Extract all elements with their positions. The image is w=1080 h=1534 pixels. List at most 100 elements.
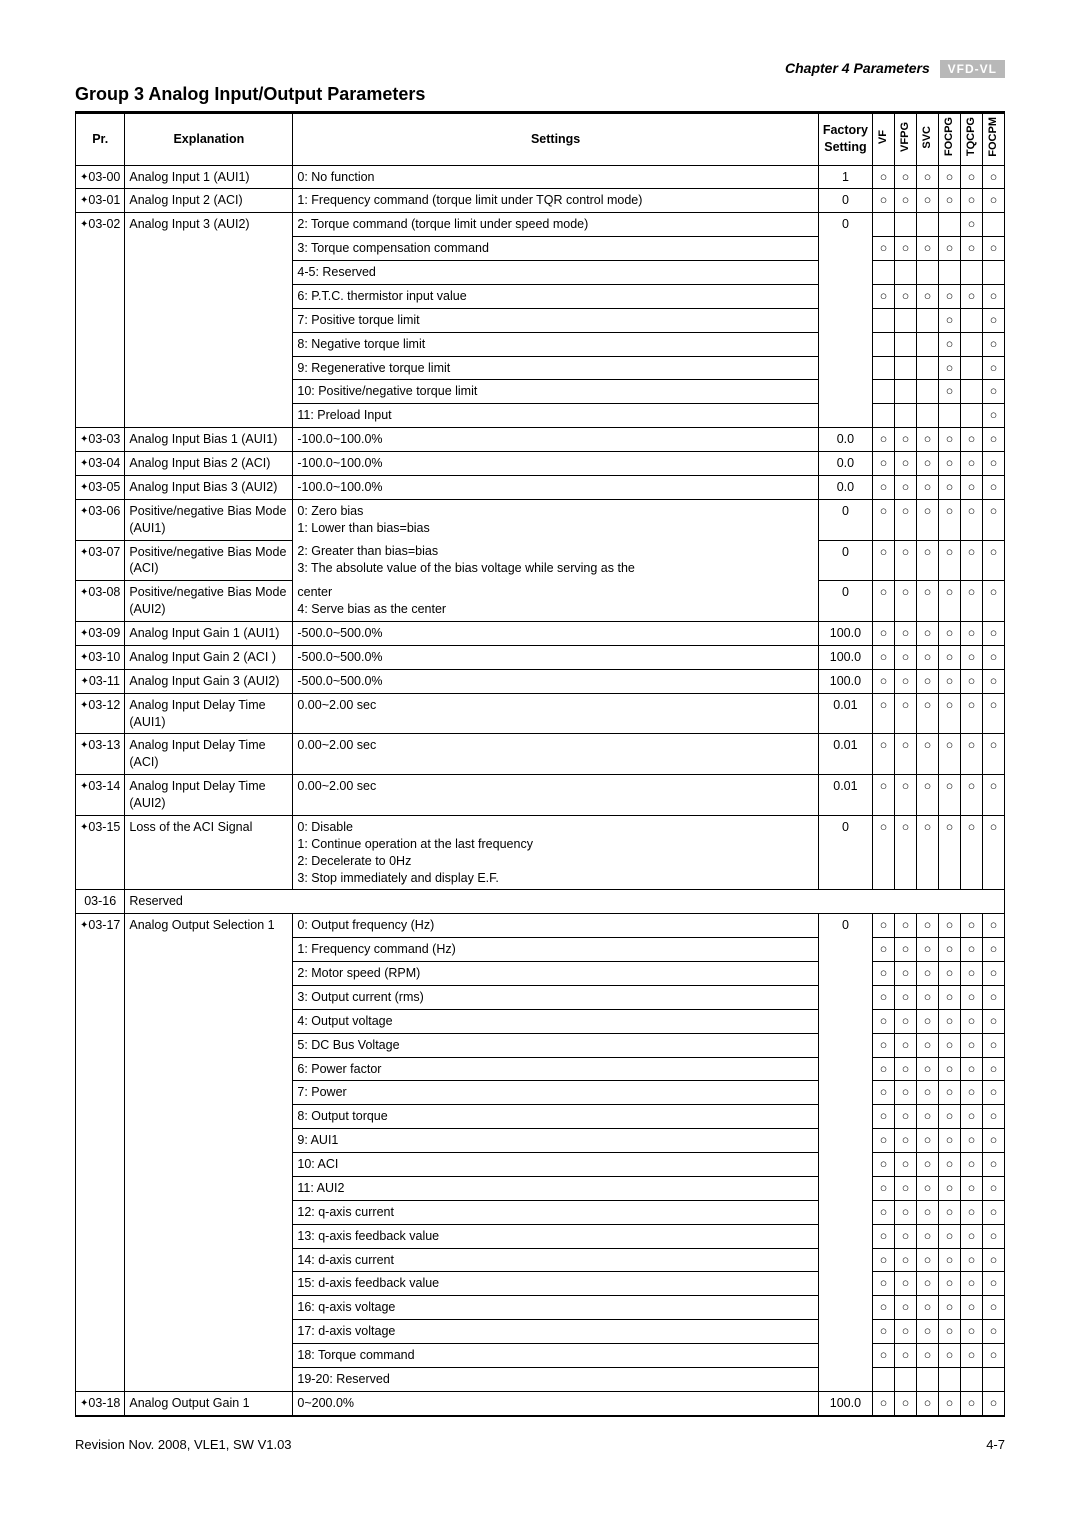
- mode-cell: ○: [895, 1391, 917, 1415]
- chapter-label: Chapter 4 Parameters: [785, 60, 930, 76]
- mode-cell: ○: [939, 499, 961, 540]
- pr-cell: ✦03-00: [76, 165, 125, 189]
- mode-cell: ○: [873, 1248, 895, 1272]
- settings-cell: 10: Positive/negative torque limit: [293, 380, 818, 404]
- mode-cell: ○: [917, 914, 939, 938]
- header-mode-vf: VF: [873, 113, 895, 166]
- mode-cell: ○: [917, 452, 939, 476]
- mode-cell: ○: [873, 581, 895, 622]
- mode-cell: ○: [983, 1200, 1005, 1224]
- mode-cell: ○: [983, 914, 1005, 938]
- mode-cell: ○: [873, 1009, 895, 1033]
- mode-cell: ○: [961, 428, 983, 452]
- pr-cell: ✦03-02: [76, 213, 125, 237]
- mode-cell: ○: [983, 1105, 1005, 1129]
- table-row: 9: AUI1○○○○○○: [76, 1129, 1005, 1153]
- mode-cell: [961, 1367, 983, 1391]
- mode-cell: ○: [939, 165, 961, 189]
- mode-cell: ○: [961, 1272, 983, 1296]
- mode-cell: ○: [895, 914, 917, 938]
- explanation-cell: Analog Output Gain 1: [125, 1391, 293, 1415]
- mode-cell: ○: [895, 1344, 917, 1368]
- mode-cell: ○: [939, 1320, 961, 1344]
- mode-cell: ○: [873, 499, 895, 540]
- mode-cell: ○: [961, 622, 983, 646]
- mode-cell: ○: [983, 1224, 1005, 1248]
- mode-cell: ○: [961, 1344, 983, 1368]
- mode-cell: ○: [917, 499, 939, 540]
- star-icon: ✦: [80, 919, 88, 933]
- mode-cell: ○: [895, 985, 917, 1009]
- settings-cell: 0.00~2.00 sec: [293, 775, 818, 816]
- mode-cell: ○: [983, 189, 1005, 213]
- mode-cell: ○: [873, 1105, 895, 1129]
- pr-cell-cont: [76, 284, 125, 308]
- pr-cell-cont: [76, 938, 125, 962]
- factory-cell: 0.01: [818, 734, 872, 775]
- mode-cell: ○: [873, 284, 895, 308]
- factory-cell-cont: [818, 261, 872, 285]
- table-row: 7: Positive torque limit○○: [76, 308, 1005, 332]
- table-row: 1: Frequency command (Hz)○○○○○○: [76, 938, 1005, 962]
- pr-cell: ✦03-14: [76, 775, 125, 816]
- header-settings: Settings: [293, 113, 818, 166]
- header-pr: Pr.: [76, 113, 125, 166]
- table-row: 2: Motor speed (RPM)○○○○○○: [76, 962, 1005, 986]
- star-icon: ✦: [80, 1397, 88, 1411]
- mode-cell: ○: [873, 1224, 895, 1248]
- mode-cell: ○: [961, 914, 983, 938]
- factory-cell: 1: [818, 165, 872, 189]
- mode-cell: ○: [939, 1105, 961, 1129]
- exp-cell-cont: [125, 308, 293, 332]
- mode-cell: ○: [873, 475, 895, 499]
- pr-cell-cont: [76, 1009, 125, 1033]
- settings-cell: 0~200.0%: [293, 1391, 818, 1415]
- mode-cell: ○: [917, 938, 939, 962]
- header-mode-vfpg: VFPG: [895, 113, 917, 166]
- mode-cell: ○: [983, 1176, 1005, 1200]
- explanation-cell: Positive/negative Bias Mode (AUI1): [125, 499, 293, 540]
- exp-cell-cont: [125, 1224, 293, 1248]
- mode-cell: ○: [917, 985, 939, 1009]
- pr-cell: ✦03-18: [76, 1391, 125, 1415]
- mode-cell: ○: [983, 1033, 1005, 1057]
- mode-cell: ○: [961, 1200, 983, 1224]
- mode-cell: ○: [917, 622, 939, 646]
- mode-cell: ○: [983, 775, 1005, 816]
- footer-left: Revision Nov. 2008, VLE1, SW V1.03: [75, 1437, 292, 1452]
- mode-cell: ○: [961, 1105, 983, 1129]
- pr-cell-cont: [76, 1200, 125, 1224]
- mode-cell: ○: [917, 815, 939, 890]
- table-row: 12: q-axis current○○○○○○: [76, 1200, 1005, 1224]
- mode-cell: ○: [983, 1391, 1005, 1415]
- pr-cell: ✦03-05: [76, 475, 125, 499]
- mode-cell: ○: [983, 645, 1005, 669]
- mode-cell: ○: [895, 1153, 917, 1177]
- mode-cell: ○: [961, 1081, 983, 1105]
- mode-cell: ○: [895, 1081, 917, 1105]
- settings-cell: 13: q-axis feedback value: [293, 1224, 818, 1248]
- mode-cell: [917, 380, 939, 404]
- mode-cell: ○: [895, 1248, 917, 1272]
- settings-cell: 11: AUI2: [293, 1176, 818, 1200]
- table-row: ✦03-12Analog Input Delay Time (AUI1)0.00…: [76, 693, 1005, 734]
- mode-cell: ○: [895, 1033, 917, 1057]
- logo-box: VFD-VL: [940, 60, 1005, 78]
- table-row: 11: AUI2○○○○○○: [76, 1176, 1005, 1200]
- mode-cell: ○: [917, 237, 939, 261]
- mode-cell: ○: [961, 962, 983, 986]
- exp-cell-cont: [125, 1057, 293, 1081]
- mode-cell: ○: [939, 380, 961, 404]
- table-row: 03-16Reserved: [76, 890, 1005, 914]
- pr-cell-cont: [76, 1129, 125, 1153]
- mode-cell: [873, 404, 895, 428]
- factory-cell-cont: [818, 1248, 872, 1272]
- table-row: ✦03-10Analog Input Gain 2 (ACI )-500.0~5…: [76, 645, 1005, 669]
- mode-cell: ○: [895, 165, 917, 189]
- exp-cell-cont: [125, 1153, 293, 1177]
- factory-cell-cont: [818, 938, 872, 962]
- settings-cell: 16: q-axis voltage: [293, 1296, 818, 1320]
- settings-cell: 4-5: Reserved: [293, 261, 818, 285]
- pr-cell-cont: [76, 985, 125, 1009]
- table-row: ✦03-02Analog Input 3 (AUI2)2: Torque com…: [76, 213, 1005, 237]
